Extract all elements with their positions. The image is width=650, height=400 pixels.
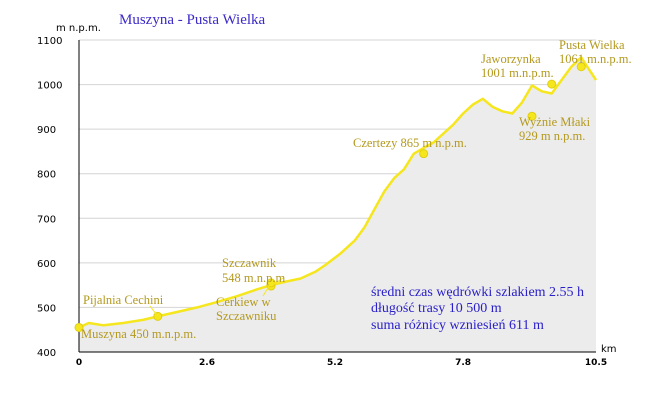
marker-point-0	[74, 322, 84, 332]
marker-point-7	[576, 62, 586, 72]
label-cerkiew-l2: Szczawniku	[216, 309, 277, 323]
label-wyznie-l2: 929 m n.p.m.	[519, 129, 585, 143]
label-pusta-wielka: Pusta Wielka 1061 m.n.p.m.	[559, 38, 632, 66]
label-szczawnik-l2: 548 m.n.p.m	[222, 271, 285, 285]
connector-5	[526, 115, 533, 121]
label-szczawnik-l1: Szczawnik	[222, 256, 277, 270]
connector-2	[270, 277, 284, 287]
label-pusta-l1: Pusta Wielka	[559, 38, 625, 52]
info-elevation: suma różnicy wzniesień 611 m	[371, 318, 544, 333]
label-czertezy: Czertezy 865 m n.p.m.	[353, 136, 467, 150]
y-axis-label: m n.p.m.	[56, 23, 101, 34]
x-tick-2.6: 2.6	[199, 358, 215, 368]
y-tick-labels: 400 500 600 700 800 900 1000 1100	[37, 36, 62, 359]
y-tick-700: 700	[37, 214, 56, 225]
x-tick-labels: 0 2.6 5.2 7.8 10.5	[76, 358, 607, 368]
label-jaworzynka-l2: 1001 m.n.p.m.	[481, 66, 554, 80]
label-muszyna: Muszyna 450 m.n.p.m.	[81, 327, 196, 341]
x-axis-label: km	[601, 344, 617, 355]
label-connectors	[149, 115, 533, 317]
label-cerkiew-l1: Cerkiew w	[216, 295, 271, 309]
x-tick-10.5: 10.5	[585, 358, 607, 368]
label-wyznie-mlaki: Wyżnie Młaki 929 m n.p.m.	[519, 115, 593, 143]
y-tick-600: 600	[37, 259, 56, 270]
y-tick-1100: 1100	[37, 36, 62, 47]
y-tick-500: 500	[37, 303, 56, 314]
y-tick-400: 400	[37, 348, 56, 359]
y-tick-800: 800	[37, 170, 56, 181]
label-pusta-l2: 1061 m.n.p.m.	[559, 52, 632, 66]
x-tick-7.8: 7.8	[455, 358, 471, 368]
chart-title: Muszyna - Pusta Wielka	[119, 12, 266, 28]
info-length: długość trasy 10 500 m	[371, 301, 502, 316]
label-szczawnik: Szczawnik 548 m.n.p.m	[222, 256, 285, 285]
elevation-area	[79, 57, 596, 353]
connector-3	[262, 282, 272, 297]
y-tick-900: 900	[37, 125, 56, 136]
connector-1	[149, 305, 159, 317]
label-cerkiew: Cerkiew w Szczawniku	[216, 295, 277, 323]
grid-lines	[79, 39, 596, 308]
x-tick-0: 0	[76, 358, 82, 368]
info-time: średni czas wędrówki szlakiem 2.55 h	[371, 285, 584, 300]
elevation-line	[78, 56, 598, 329]
marker-point-4	[419, 149, 429, 159]
y-tick-1000: 1000	[37, 81, 62, 92]
label-wyznie-l1: Wyżnie Młaki	[519, 115, 591, 129]
x-tick-5.2: 5.2	[327, 358, 343, 368]
label-jaworzynka-l1: Jaworzynka	[481, 52, 541, 66]
label-jaworzynka: Jaworzynka 1001 m.n.p.m.	[481, 52, 554, 80]
label-pijalnia: Pijalnia Cechini	[83, 293, 164, 307]
marker-point-6	[547, 79, 557, 89]
